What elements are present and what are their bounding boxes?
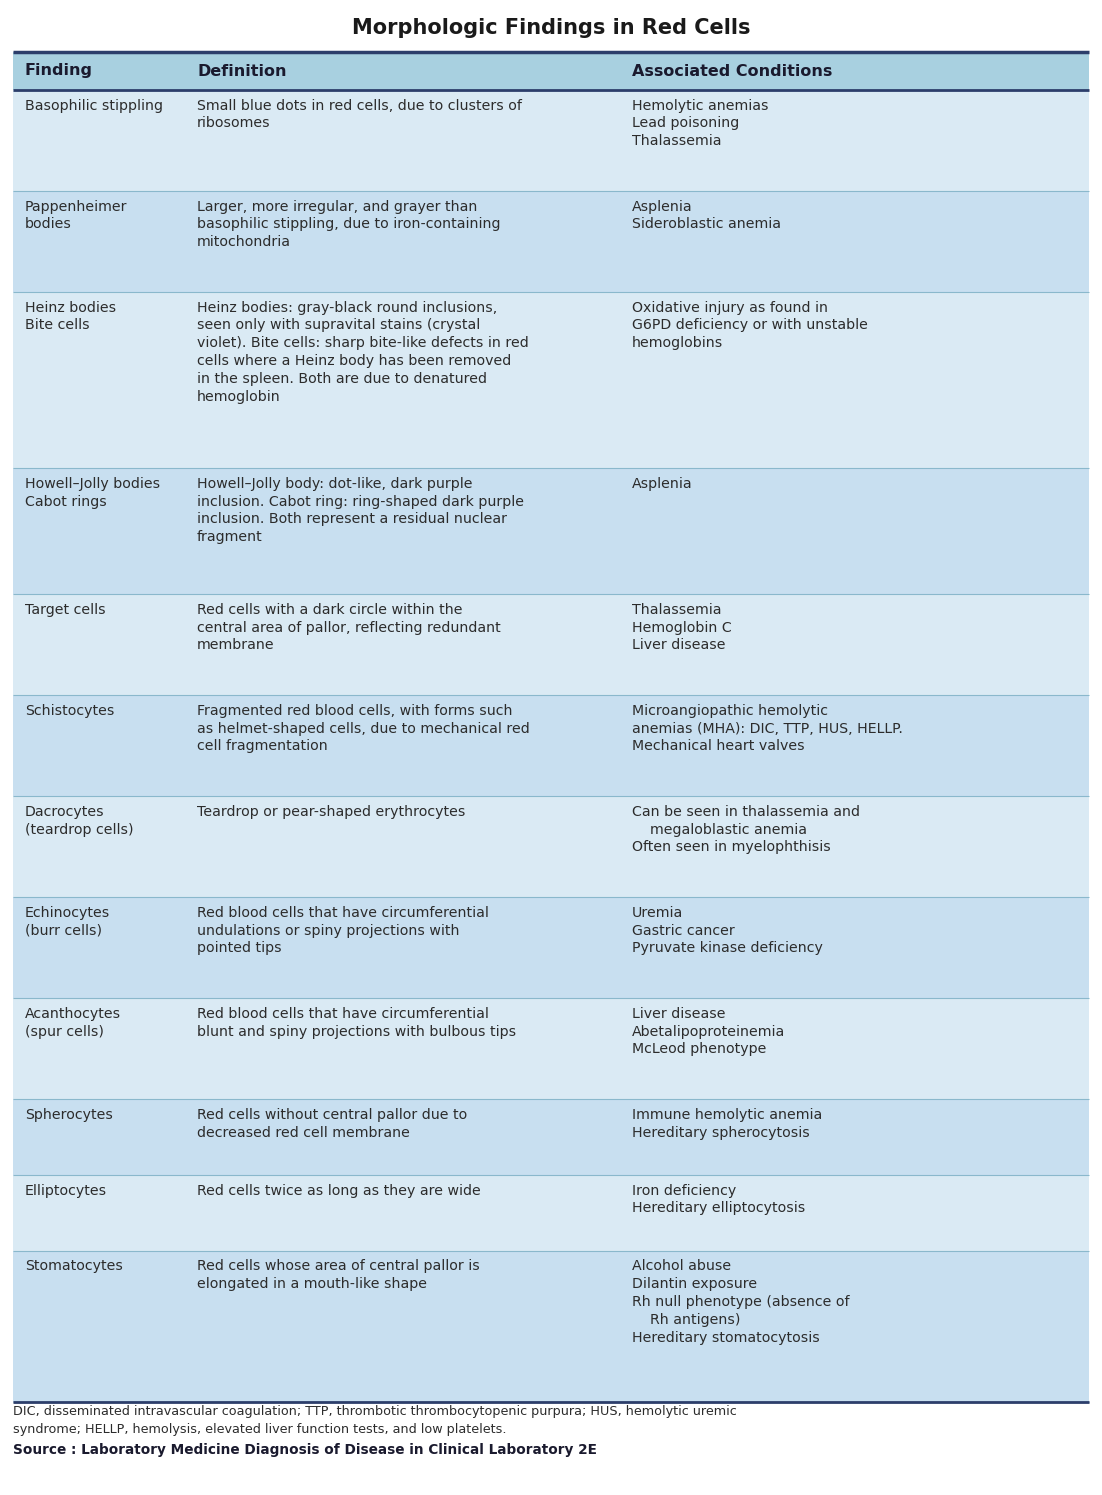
Text: Iron deficiency
Hereditary elliptocytosis: Iron deficiency Hereditary elliptocytosi… xyxy=(633,1184,806,1215)
Text: Dacrocytes
(teardrop cells): Dacrocytes (teardrop cells) xyxy=(25,804,133,837)
Text: Morphologic Findings in Red Cells: Morphologic Findings in Red Cells xyxy=(352,18,750,37)
Bar xyxy=(13,292,1089,468)
Text: Target cells: Target cells xyxy=(25,602,106,617)
Bar xyxy=(13,1251,1089,1402)
Text: Source : Laboratory Medicine Diagnosis of Disease in Clinical Laboratory 2E: Source : Laboratory Medicine Diagnosis o… xyxy=(13,1443,597,1458)
Text: Teardrop or pear-shaped erythrocytes: Teardrop or pear-shaped erythrocytes xyxy=(197,804,465,819)
Bar xyxy=(13,797,1089,897)
Bar xyxy=(13,1175,1089,1251)
Text: Oxidative injury as found in
G6PD deficiency or with unstable
hemoglobins: Oxidative injury as found in G6PD defici… xyxy=(633,300,868,350)
Text: Red cells whose area of central pallor is
elongated in a mouth-like shape: Red cells whose area of central pallor i… xyxy=(197,1259,479,1292)
Bar xyxy=(13,695,1089,797)
Text: DIC, disseminated intravascular coagulation; TTP, thrombotic thrombocytopenic pu: DIC, disseminated intravascular coagulat… xyxy=(13,1405,737,1435)
Bar xyxy=(13,999,1089,1099)
Text: Hemolytic anemias
Lead poisoning
Thalassemia: Hemolytic anemias Lead poisoning Thalass… xyxy=(633,99,768,148)
Text: Associated Conditions: Associated Conditions xyxy=(633,63,832,79)
Text: Echinocytes
(burr cells): Echinocytes (burr cells) xyxy=(25,906,110,937)
Text: Elliptocytes: Elliptocytes xyxy=(25,1184,107,1197)
Bar xyxy=(13,897,1089,999)
Text: Red blood cells that have circumferential
blunt and spiny projections with bulbo: Red blood cells that have circumferentia… xyxy=(197,1006,516,1039)
Text: Howell–Jolly body: dot-like, dark purple
inclusion. Cabot ring: ring-shaped dark: Howell–Jolly body: dot-like, dark purple… xyxy=(197,477,523,544)
Text: Microangiopathic hemolytic
anemias (MHA): DIC, TTP, HUS, HELLP.
Mechanical heart: Microangiopathic hemolytic anemias (MHA)… xyxy=(633,704,903,753)
Text: Spherocytes: Spherocytes xyxy=(25,1108,112,1121)
Text: Red cells with a dark circle within the
central area of pallor, reflecting redun: Red cells with a dark circle within the … xyxy=(197,602,500,652)
Text: Liver disease
Abetalipoproteinemia
McLeod phenotype: Liver disease Abetalipoproteinemia McLeo… xyxy=(633,1006,786,1057)
Text: Small blue dots in red cells, due to clusters of
ribosomes: Small blue dots in red cells, due to clu… xyxy=(197,99,522,130)
Bar xyxy=(13,1099,1089,1175)
Text: Asplenia
Sideroblastic anemia: Asplenia Sideroblastic anemia xyxy=(633,199,781,232)
Text: Heinz bodies
Bite cells: Heinz bodies Bite cells xyxy=(25,300,116,332)
Text: Uremia
Gastric cancer
Pyruvate kinase deficiency: Uremia Gastric cancer Pyruvate kinase de… xyxy=(633,906,823,955)
Text: Howell–Jolly bodies
Cabot rings: Howell–Jolly bodies Cabot rings xyxy=(25,477,160,508)
Text: Larger, more irregular, and grayer than
basophilic stippling, due to iron-contai: Larger, more irregular, and grayer than … xyxy=(197,199,500,250)
Text: Acanthocytes
(spur cells): Acanthocytes (spur cells) xyxy=(25,1006,121,1039)
Text: Fragmented red blood cells, with forms such
as helmet-shaped cells, due to mecha: Fragmented red blood cells, with forms s… xyxy=(197,704,530,753)
Text: Finding: Finding xyxy=(25,63,93,79)
Text: Asplenia: Asplenia xyxy=(633,477,693,490)
Text: Thalassemia
Hemoglobin C
Liver disease: Thalassemia Hemoglobin C Liver disease xyxy=(633,602,732,652)
Text: Red blood cells that have circumferential
undulations or spiny projections with
: Red blood cells that have circumferentia… xyxy=(197,906,489,955)
Text: Can be seen in thalassemia and
    megaloblastic anemia
Often seen in myelophthi: Can be seen in thalassemia and megalobla… xyxy=(633,804,860,855)
Text: Definition: Definition xyxy=(197,63,287,79)
Text: Schistocytes: Schistocytes xyxy=(25,704,115,718)
Bar xyxy=(13,52,1089,90)
Text: Stomatocytes: Stomatocytes xyxy=(25,1259,123,1274)
Text: Pappenheimer
bodies: Pappenheimer bodies xyxy=(25,199,128,232)
Bar xyxy=(13,90,1089,191)
Text: Red cells twice as long as they are wide: Red cells twice as long as they are wide xyxy=(197,1184,480,1197)
Text: Immune hemolytic anemia
Hereditary spherocytosis: Immune hemolytic anemia Hereditary spher… xyxy=(633,1108,822,1139)
Text: Basophilic stippling: Basophilic stippling xyxy=(25,99,163,112)
Text: Alcohol abuse
Dilantin exposure
Rh null phenotype (absence of
    Rh antigens)
H: Alcohol abuse Dilantin exposure Rh null … xyxy=(633,1259,850,1346)
Bar xyxy=(13,468,1089,594)
Bar xyxy=(13,191,1089,292)
Bar xyxy=(13,594,1089,695)
Text: Heinz bodies: gray-black round inclusions,
seen only with supravital stains (cry: Heinz bodies: gray-black round inclusion… xyxy=(197,300,529,404)
Text: Red cells without central pallor due to
decreased red cell membrane: Red cells without central pallor due to … xyxy=(197,1108,467,1139)
